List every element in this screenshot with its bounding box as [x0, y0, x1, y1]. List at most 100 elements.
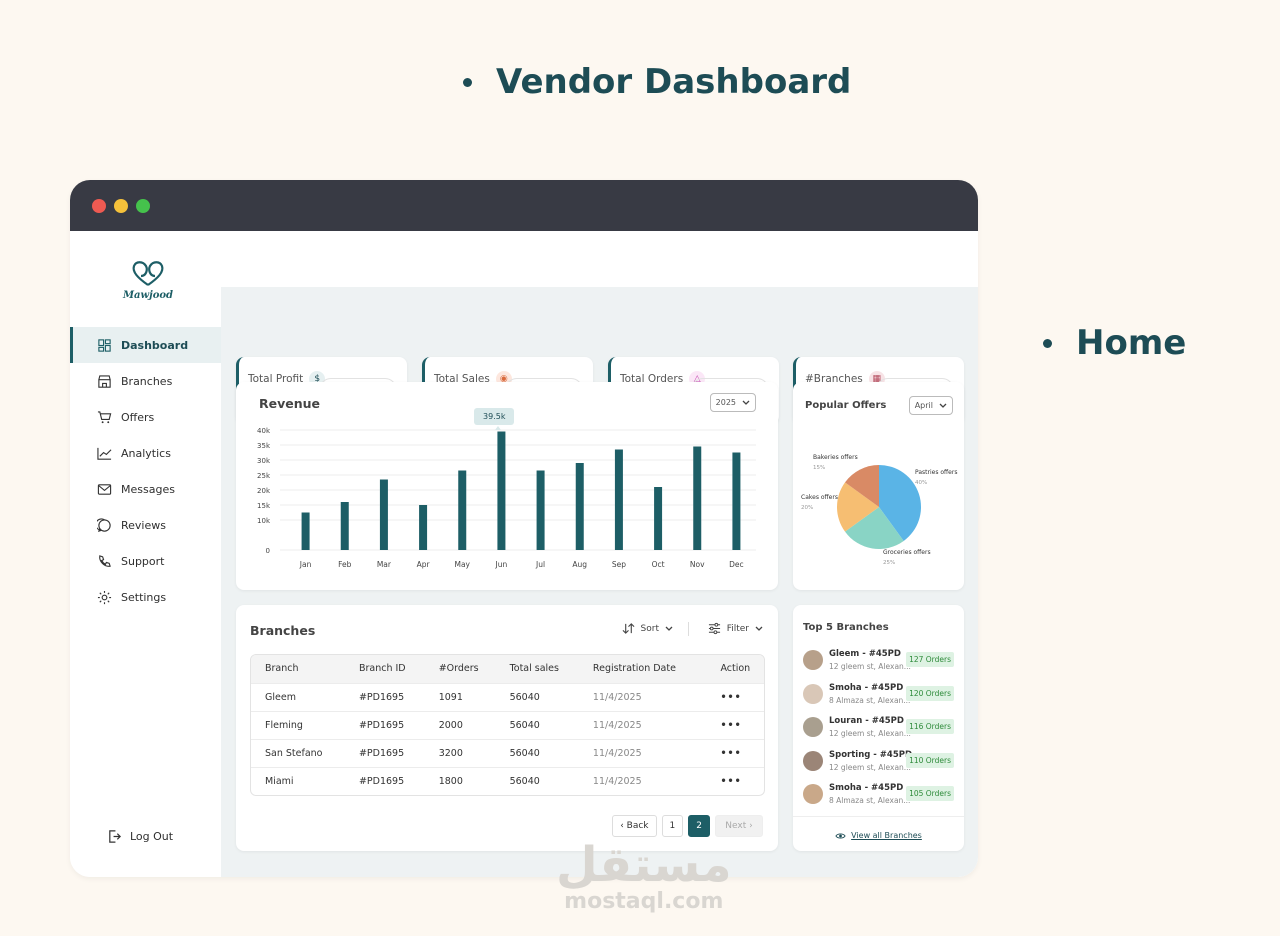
phone-icon — [97, 554, 112, 569]
logo[interactable]: Mawjood — [118, 260, 178, 305]
sidebar-item-label: Analytics — [121, 446, 171, 460]
revenue-card: Revenue 2025 0 10k 15k 20k 25k 30k 35k 40k Jan Fe… — [236, 382, 778, 590]
main-content: Total Profit$160K20%(1M)Total Sales◉220k… — [221, 231, 978, 877]
pie-slice[interactable] — [837, 482, 879, 532]
avatar — [803, 784, 823, 804]
column-header[interactable]: #Orders — [424, 655, 496, 683]
minimize-dot[interactable] — [114, 198, 128, 213]
pager-page-1[interactable]: 1 — [661, 815, 684, 837]
x-tick-label: Jan — [299, 560, 312, 569]
filter-label: Filter — [726, 623, 749, 634]
table-cell: #PD1695 — [344, 766, 425, 795]
sidebar-item-support[interactable]: Support — [70, 543, 221, 579]
column-header[interactable]: Branch ID — [344, 655, 425, 683]
column-header[interactable]: Branch — [251, 655, 345, 683]
revenue-bar[interactable] — [654, 487, 663, 550]
row-actions-button[interactable]: ••• — [706, 738, 764, 767]
pie-label: Groceries offers — [883, 549, 931, 556]
tooltip-pointer — [495, 426, 501, 430]
revenue-bar[interactable] — [379, 479, 388, 551]
revenue-bar[interactable] — [732, 452, 741, 551]
branches-table: Branch Branch ID #Orders Total sales Registr… — [250, 654, 765, 796]
pie-slice[interactable] — [879, 465, 921, 541]
row-actions-button[interactable]: ••• — [706, 710, 764, 739]
sidebar-item-dashboard[interactable]: Dashboard — [70, 327, 221, 363]
branches-title: Branches — [250, 623, 316, 638]
pager-back-button[interactable]: ‹ Back — [612, 815, 657, 837]
top-branch-item[interactable]: Louran - #45PD 12 gleem st, Alexan... 116 … — [803, 710, 954, 744]
x-tick-label: Aug — [572, 560, 587, 569]
table-cell: #PD1695 — [344, 738, 425, 767]
top-branch-item[interactable]: Smoha - #45PD 8 Almaza st, Alexan... 105 O… — [803, 777, 954, 811]
y-tick-label: 0 — [266, 547, 270, 555]
maximize-dot[interactable] — [136, 198, 150, 213]
pager-page-2[interactable]: 2 — [688, 815, 710, 837]
sort-button[interactable]: Sort — [622, 622, 673, 635]
table-row[interactable]: Miami #PD1695 1800 56040 11/4/2025 ••• — [251, 766, 764, 795]
heading-text: Home — [1076, 323, 1187, 363]
popular-offers-pie: Pastries offers 40% Groceries offers 25% Cak… — [801, 454, 957, 566]
table-cell: 56040 — [495, 766, 579, 795]
revenue-bar[interactable] — [301, 512, 310, 551]
chevron-down-icon — [939, 403, 947, 408]
table-cell: 11/4/2025 — [578, 766, 707, 795]
avatar — [803, 683, 823, 704]
filter-button[interactable]: Filter — [708, 622, 763, 635]
table-cell: 1091 — [424, 682, 496, 711]
sidebar-item-messages[interactable]: Messages — [70, 471, 221, 507]
view-all-branches-link[interactable]: View all Branches — [793, 831, 964, 840]
revenue-bar[interactable] — [575, 463, 584, 550]
orders-badge: 116 Orders — [906, 719, 954, 734]
sidebar-item-settings[interactable]: Settings — [70, 579, 221, 615]
revenue-bar[interactable] — [536, 470, 545, 551]
row-actions-button[interactable]: ••• — [706, 682, 764, 711]
revenue-bar[interactable] — [419, 505, 428, 550]
column-header[interactable]: Action — [706, 655, 764, 683]
column-header[interactable]: Registration Date — [578, 655, 707, 683]
orders-badge: 105 Orders — [906, 786, 954, 801]
pie-pct-label: 20% — [801, 505, 813, 511]
table-cell: 2000 — [424, 710, 496, 739]
top-branch-name: Smoha - #45PD — [829, 682, 904, 693]
sidebar-item-analytics[interactable]: Analytics — [70, 435, 221, 471]
table-cell: #PD1695 — [344, 682, 425, 711]
revenue-bar[interactable] — [340, 502, 349, 550]
store-icon — [97, 374, 112, 389]
divider — [688, 622, 689, 636]
pager-next-button[interactable]: Next › — [715, 815, 763, 837]
logout-label: Log Out — [130, 830, 174, 843]
month-select[interactable]: April — [908, 396, 953, 415]
popular-offers-card: Popular Offers April Pastries offers 40% G… — [793, 382, 964, 590]
close-dot[interactable] — [92, 198, 106, 213]
table-row[interactable]: Gleem #PD1695 1091 56040 11/4/2025 ••• — [251, 682, 764, 711]
top-branch-item[interactable]: Sporting - #45PD 12 gleem st, Alexan... 11… — [803, 744, 954, 778]
sidebar-item-reviews[interactable]: Reviews — [70, 507, 221, 543]
pager-back-label: Back — [626, 821, 649, 831]
revenue-bar[interactable] — [458, 470, 467, 551]
logout-button[interactable]: Log Out — [107, 829, 173, 844]
sidebar: Mawjood Dashboard Branches Offers Analytics… — [70, 231, 221, 877]
content-background: Total Profit$160K20%(1M)Total Sales◉220k… — [221, 287, 978, 877]
table-cell: San Stefano — [251, 738, 345, 767]
sidebar-item-branches[interactable]: Branches — [70, 363, 221, 399]
table-row[interactable]: San Stefano #PD1695 3200 56040 11/4/2025 ••• — [251, 738, 764, 767]
pie-slice[interactable] — [845, 465, 879, 507]
revenue-bar[interactable] — [497, 431, 506, 551]
year-select[interactable]: 2025 — [709, 393, 756, 412]
row-actions-button[interactable]: ••• — [706, 766, 764, 795]
top-branch-item[interactable]: Gleem - #45PD 12 gleem st, Alexan... 127 O… — [803, 643, 954, 677]
dashboard-app: Mawjood Dashboard Branches Offers Analytics… — [70, 231, 978, 877]
sidebar-item-label: Reviews — [121, 518, 166, 532]
sidebar-item-label: Support — [121, 554, 165, 568]
top-branches-card: Top 5 Branches Gleem - #45PD 12 gleem st,… — [793, 605, 964, 851]
revenue-bar[interactable] — [614, 449, 623, 551]
divider — [793, 816, 964, 817]
pie-slice[interactable] — [845, 507, 904, 549]
column-header[interactable]: Total sales — [495, 655, 579, 683]
orders-badge: 120 Orders — [906, 685, 954, 701]
y-tick-label: 25k — [257, 472, 271, 480]
sidebar-item-offers[interactable]: Offers — [70, 399, 221, 435]
top-branch-item[interactable]: Smoha - #45PD 8 Almaza st, Alexan... 120 O… — [803, 677, 954, 711]
table-row[interactable]: Fleming #PD1695 2000 56040 11/4/2025 ••• — [251, 710, 764, 739]
revenue-bar[interactable] — [693, 446, 702, 551]
